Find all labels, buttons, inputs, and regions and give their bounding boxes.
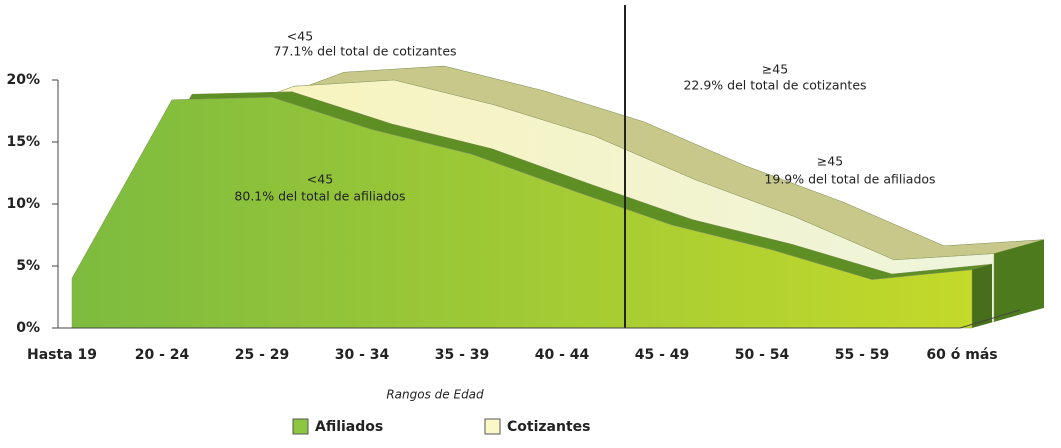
y-tick-label: 10% bbox=[6, 196, 40, 212]
annotation: 80.1% del total de afiliados bbox=[234, 189, 405, 204]
x-tick-label: Hasta 19 bbox=[27, 347, 97, 363]
x-tick-label: 40 - 44 bbox=[535, 347, 590, 363]
y-tick-label: 0% bbox=[16, 320, 40, 336]
annotation: <45 bbox=[307, 172, 333, 187]
annotation: 22.9% del total de cotizantes bbox=[683, 78, 866, 93]
annotation: ≥45 bbox=[762, 62, 788, 77]
area bbox=[71, 97, 973, 329]
x-axis-label: Rangos de Edad bbox=[386, 388, 484, 402]
x-tick-label: 55 - 59 bbox=[835, 347, 890, 363]
x-tick-label: 30 - 34 bbox=[335, 347, 390, 363]
x-tick-label: 45 - 49 bbox=[635, 347, 690, 363]
x-tick-label: 50 - 54 bbox=[735, 347, 790, 363]
area-side bbox=[994, 239, 1044, 322]
x-tick-label: 35 - 39 bbox=[435, 347, 490, 363]
x-tick-label: 25 - 29 bbox=[235, 347, 290, 363]
y-tick-label: 20% bbox=[6, 72, 40, 88]
annotation: 19.9% del total de afiliados bbox=[764, 172, 935, 187]
annotation: 77.1% del total de cotizantes bbox=[273, 44, 456, 59]
plot bbox=[71, 65, 1045, 329]
annotation: <45 bbox=[287, 29, 313, 44]
annotation: ≥45 bbox=[817, 154, 843, 169]
x-tick-label: 20 - 24 bbox=[135, 347, 190, 363]
legend-swatch bbox=[292, 418, 309, 435]
legend-label: Afiliados bbox=[315, 419, 383, 435]
legend-swatch bbox=[484, 418, 501, 435]
y-tick-label: 15% bbox=[6, 134, 40, 150]
x-tick-label: 60 ó más bbox=[926, 347, 997, 363]
area-side bbox=[972, 264, 992, 328]
y-tick-label: 5% bbox=[16, 258, 40, 274]
legend-label: Cotizantes bbox=[507, 419, 590, 435]
x-axis bbox=[58, 309, 1021, 329]
